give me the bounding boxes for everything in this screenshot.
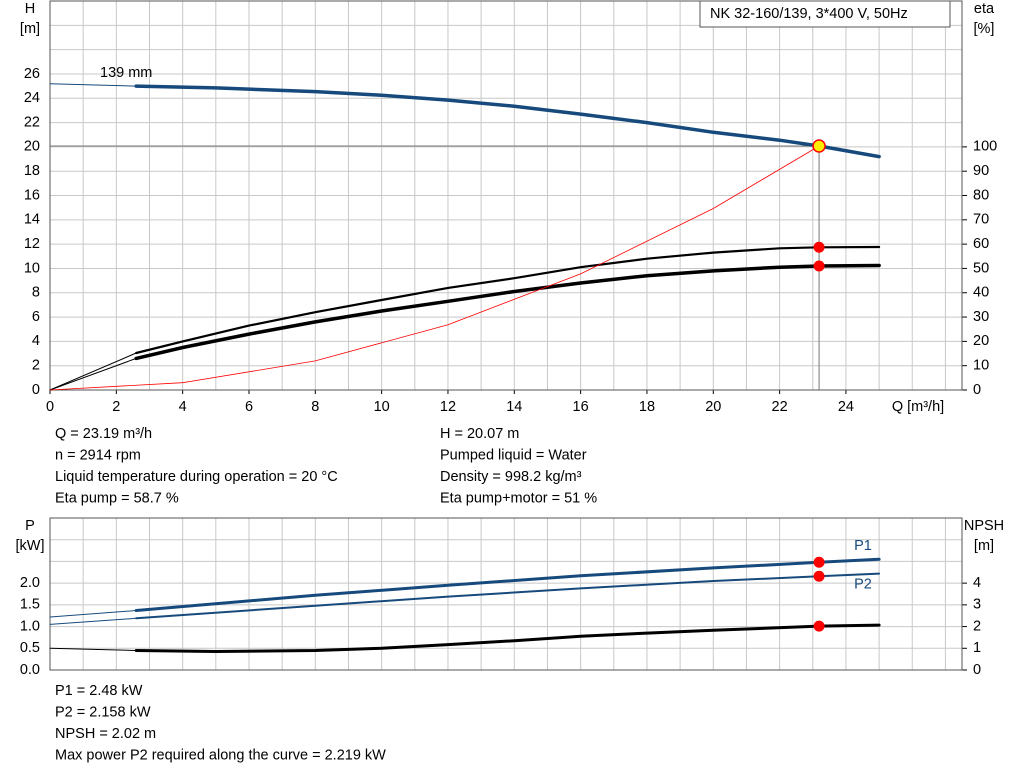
x-tick-label: 22 bbox=[772, 399, 788, 415]
y-axis-label: H bbox=[25, 1, 35, 17]
y-tick-label: 16 bbox=[24, 187, 40, 203]
curve bbox=[49, 617, 137, 625]
info-text: NPSH = 2.02 m bbox=[55, 726, 156, 742]
y-tick-label: 26 bbox=[24, 66, 40, 82]
plot-frame bbox=[49, 517, 963, 671]
y2-axis-label: eta bbox=[974, 1, 995, 17]
title-box bbox=[699, 0, 951, 28]
x-tick-label: 12 bbox=[440, 399, 456, 415]
info-text: Max power P2 required along the curve = … bbox=[55, 747, 386, 763]
x-tick-label: 0 bbox=[46, 399, 54, 415]
duty-marker bbox=[813, 556, 825, 568]
y2-tick-label: 30 bbox=[973, 309, 989, 325]
y-tick-label: 18 bbox=[24, 163, 40, 179]
y2-tick-label: 70 bbox=[973, 212, 989, 228]
y2-axis-label: [m] bbox=[974, 538, 994, 554]
x-tick-label: 4 bbox=[179, 399, 187, 415]
y2-tick-label: 0 bbox=[973, 662, 981, 678]
y-tick-label: 2.0 bbox=[20, 575, 40, 591]
info-text: Eta pump+motor = 51 % bbox=[440, 490, 597, 506]
curve bbox=[49, 610, 137, 618]
y2-tick-label: 90 bbox=[973, 163, 989, 179]
y-tick-label: 8 bbox=[32, 285, 40, 301]
y2-tick-label: 3 bbox=[973, 597, 981, 613]
y2-tick-label: 10 bbox=[973, 358, 989, 374]
x-axis-label: Q [m³/h] bbox=[892, 399, 944, 415]
y-tick-label: 4 bbox=[32, 333, 40, 349]
y2-tick-label: 80 bbox=[973, 187, 989, 203]
info-text: P2 = 2.158 kW bbox=[55, 704, 151, 720]
curve bbox=[49, 352, 137, 391]
info-text: Pumped liquid = Water bbox=[440, 447, 587, 463]
y-tick-label: 12 bbox=[24, 236, 40, 252]
chart-title: NK 32-160/139, 3*400 V, 50Hz bbox=[710, 6, 908, 22]
y2-tick-label: 50 bbox=[973, 260, 989, 276]
annotation: 139 mm bbox=[100, 65, 152, 81]
y-tick-label: 24 bbox=[24, 90, 40, 106]
curve bbox=[49, 357, 137, 391]
x-tick-label: 2 bbox=[112, 399, 120, 415]
y2-tick-label: 60 bbox=[973, 236, 989, 252]
y2-tick-label: 1 bbox=[973, 640, 981, 656]
info-text: Density = 998.2 kg/m³ bbox=[440, 469, 582, 485]
curve bbox=[134, 263, 881, 361]
y2-tick-label: 20 bbox=[973, 333, 989, 349]
y-tick-label: 14 bbox=[24, 212, 40, 228]
y-tick-label: 2 bbox=[32, 358, 40, 374]
x-tick-label: 18 bbox=[639, 399, 655, 415]
plot-frame bbox=[49, 0, 963, 391]
y-tick-label: 20 bbox=[24, 139, 40, 155]
info-text: Eta pump = 58.7 % bbox=[55, 490, 179, 506]
y-axis-label: P bbox=[25, 518, 35, 534]
curve bbox=[49, 83, 137, 87]
duty-marker bbox=[813, 260, 825, 272]
curve bbox=[135, 245, 881, 355]
x-tick-label: 10 bbox=[374, 399, 390, 415]
curve bbox=[134, 623, 881, 654]
curve bbox=[49, 145, 820, 391]
x-tick-label: 6 bbox=[245, 399, 253, 415]
y-tick-label: 1.5 bbox=[20, 597, 40, 613]
y2-tick-label: 4 bbox=[973, 575, 981, 591]
curve-label: P1 bbox=[854, 538, 872, 554]
x-tick-label: 24 bbox=[838, 399, 854, 415]
y2-tick-label: 100 bbox=[973, 139, 997, 155]
y2-tick-label: 2 bbox=[973, 618, 981, 634]
y-tick-label: 0.0 bbox=[20, 662, 40, 678]
info-text: Q = 23.19 m³/h bbox=[55, 426, 152, 442]
x-tick-label: 16 bbox=[573, 399, 589, 415]
y2-tick-label: 0 bbox=[973, 382, 981, 398]
y-tick-label: 6 bbox=[32, 309, 40, 325]
y2-axis-label: [%] bbox=[974, 21, 995, 37]
y-tick-label: 1.0 bbox=[20, 618, 40, 634]
info-text: Liquid temperature during operation = 20… bbox=[55, 469, 338, 485]
y-tick-label: 22 bbox=[24, 114, 40, 130]
y2-axis-label: NPSH bbox=[964, 518, 1004, 534]
y-tick-label: 10 bbox=[24, 260, 40, 276]
y-axis-label: [kW] bbox=[16, 538, 45, 554]
y-tick-label: 0.5 bbox=[20, 640, 40, 656]
x-tick-label: 20 bbox=[705, 399, 721, 415]
info-text: n = 2914 rpm bbox=[55, 447, 141, 463]
duty-point bbox=[812, 139, 826, 153]
duty-marker bbox=[813, 620, 825, 632]
curve bbox=[134, 84, 881, 159]
curve bbox=[49, 647, 137, 651]
x-tick-label: 8 bbox=[311, 399, 319, 415]
info-text: H = 20.07 m bbox=[440, 426, 519, 442]
y-axis-label: [m] bbox=[20, 21, 40, 37]
duty-marker bbox=[813, 241, 825, 253]
curve-label: P2 bbox=[854, 576, 872, 592]
info-text: P1 = 2.48 kW bbox=[55, 683, 143, 699]
duty-marker bbox=[813, 570, 825, 582]
y-tick-label: 0 bbox=[32, 382, 40, 398]
y2-tick-label: 40 bbox=[973, 285, 989, 301]
x-tick-label: 14 bbox=[506, 399, 522, 415]
